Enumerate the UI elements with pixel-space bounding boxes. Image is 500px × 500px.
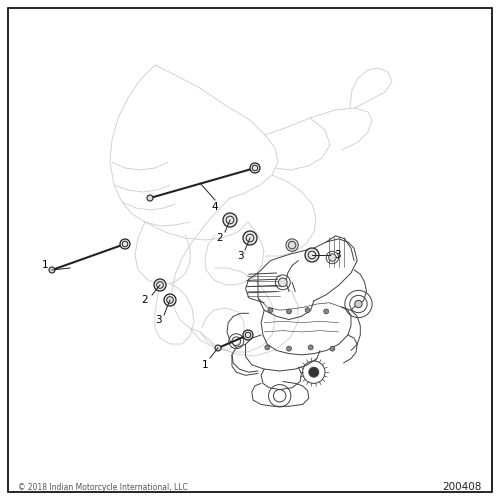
Circle shape — [286, 309, 292, 314]
Circle shape — [278, 278, 287, 286]
Circle shape — [243, 231, 257, 245]
Circle shape — [164, 294, 176, 306]
Circle shape — [308, 345, 313, 350]
Circle shape — [49, 267, 55, 273]
Circle shape — [147, 195, 153, 201]
Circle shape — [305, 308, 310, 312]
Text: 3: 3 — [236, 251, 244, 261]
Text: © 2018 Indian Motorcycle International, LLC: © 2018 Indian Motorcycle International, … — [18, 482, 188, 492]
Text: 200408: 200408 — [442, 482, 482, 492]
Circle shape — [120, 239, 130, 249]
Circle shape — [250, 163, 260, 173]
Text: 3: 3 — [154, 315, 162, 325]
Circle shape — [330, 346, 335, 351]
Circle shape — [243, 330, 253, 340]
Circle shape — [223, 213, 237, 227]
Circle shape — [265, 345, 270, 350]
Circle shape — [286, 346, 292, 351]
Text: 1: 1 — [202, 360, 208, 370]
Circle shape — [286, 239, 298, 252]
Circle shape — [268, 308, 273, 312]
Circle shape — [309, 367, 319, 377]
Circle shape — [324, 309, 328, 314]
Text: 2: 2 — [216, 233, 224, 243]
Text: 2: 2 — [142, 295, 148, 305]
Text: 3: 3 — [334, 250, 340, 260]
Circle shape — [154, 279, 166, 291]
Circle shape — [215, 345, 221, 351]
Circle shape — [305, 248, 319, 262]
Text: 1: 1 — [42, 260, 48, 270]
Circle shape — [328, 254, 336, 261]
Circle shape — [354, 300, 362, 308]
Text: 4: 4 — [212, 202, 218, 212]
